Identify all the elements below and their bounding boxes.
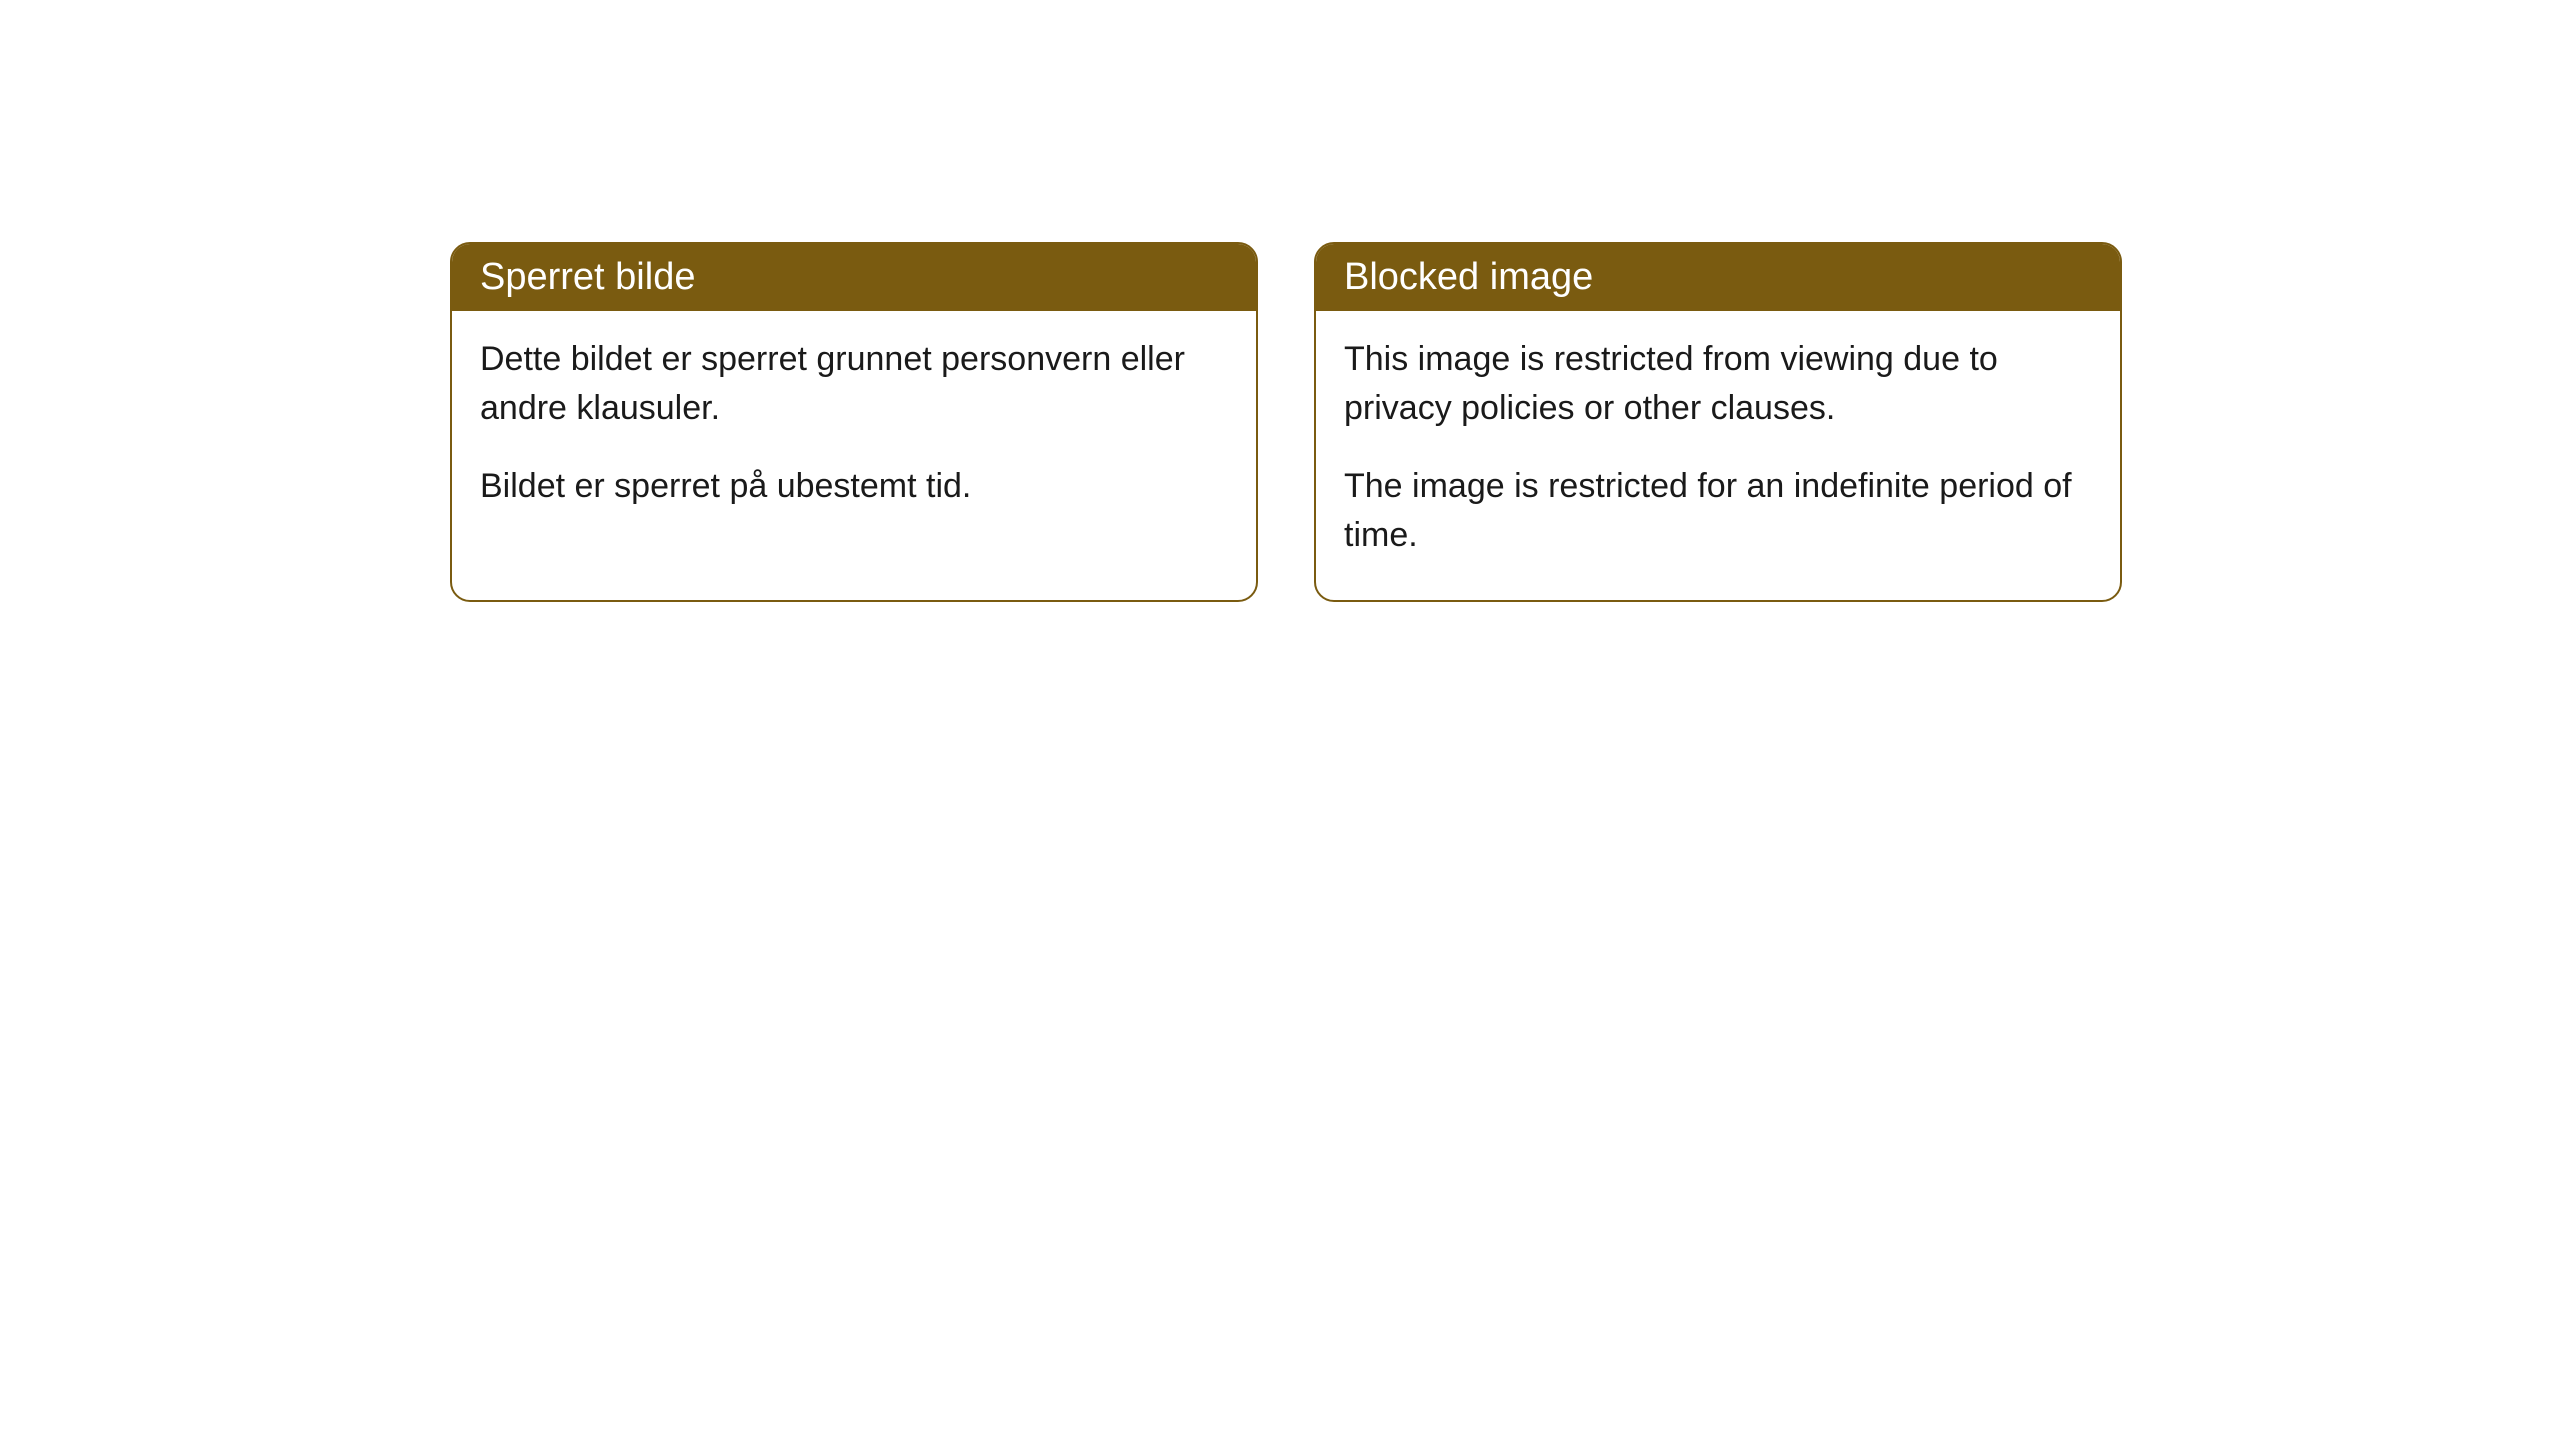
- card-title: Blocked image: [1344, 256, 1593, 298]
- card-body: This image is restricted from viewing du…: [1316, 311, 2120, 600]
- card-paragraph: Dette bildet er sperret grunnet personve…: [480, 335, 1228, 434]
- card-header: Sperret bilde: [452, 244, 1256, 311]
- card-paragraph: The image is restricted for an indefinit…: [1344, 462, 2092, 561]
- card-header: Blocked image: [1316, 244, 2120, 311]
- cards-container: Sperret bilde Dette bildet er sperret gr…: [450, 242, 2122, 602]
- card-paragraph: Bildet er sperret på ubestemt tid.: [480, 462, 1228, 511]
- blocked-image-card-norwegian: Sperret bilde Dette bildet er sperret gr…: [450, 242, 1258, 602]
- card-title: Sperret bilde: [480, 256, 695, 298]
- blocked-image-card-english: Blocked image This image is restricted f…: [1314, 242, 2122, 602]
- card-body: Dette bildet er sperret grunnet personve…: [452, 311, 1256, 551]
- card-paragraph: This image is restricted from viewing du…: [1344, 335, 2092, 434]
